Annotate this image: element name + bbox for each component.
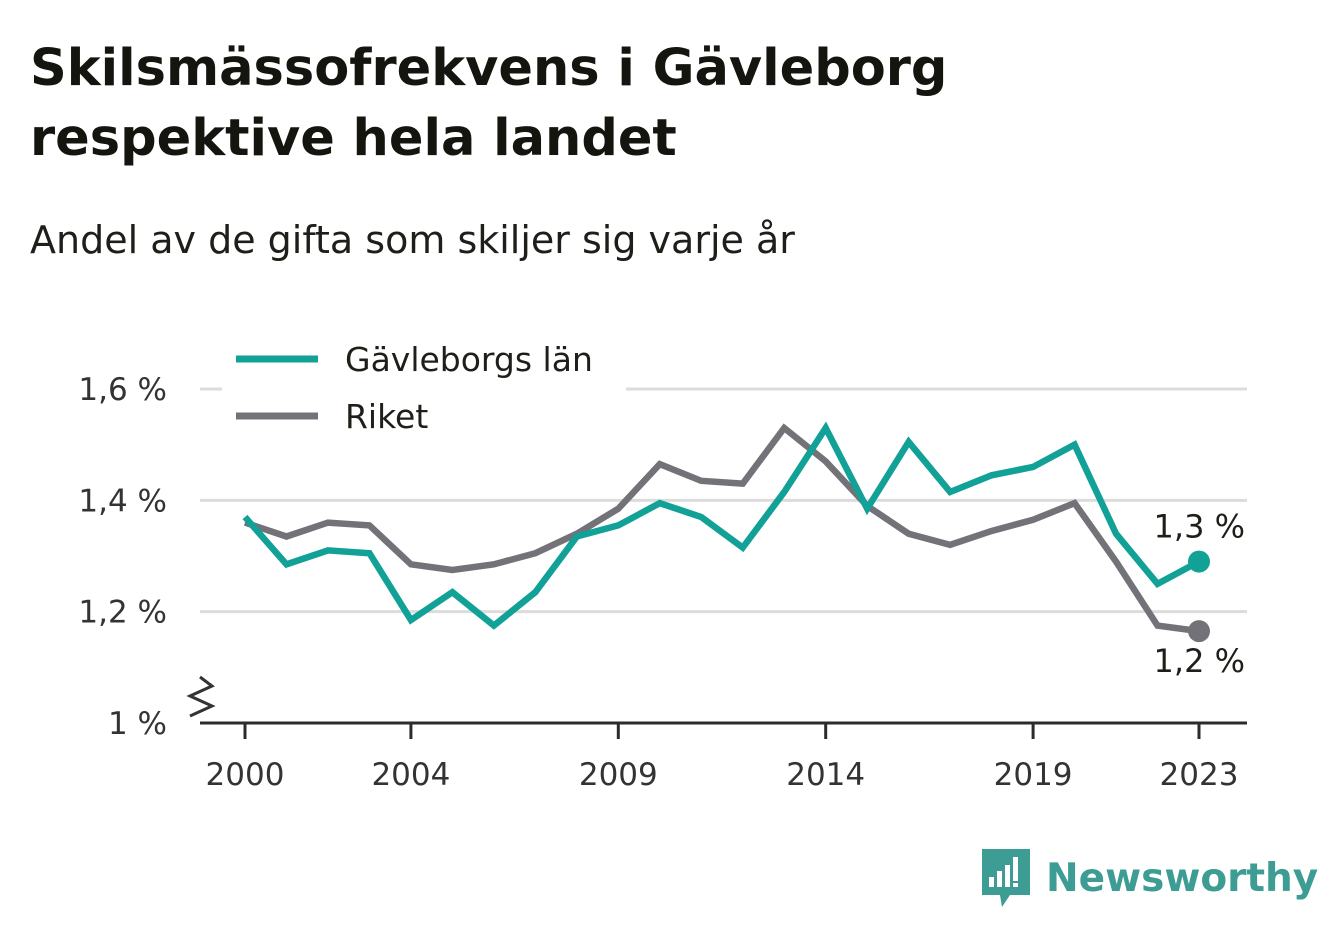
x-tick-label: 2004 [371,757,450,793]
x-tick-label: 2019 [994,757,1073,793]
y-tick-label: 1 % [108,706,167,742]
end-value-label: 1,2 % [1154,642,1245,680]
x-tick-label: 2014 [786,757,865,793]
brand-name: Newsworthy [1046,855,1319,901]
x-tick-label: 2000 [206,757,285,793]
y-tick-label: 1,2 % [78,595,167,631]
chart-title: Skilsmässofrekvens i Gävleborg respektiv… [30,39,948,168]
legend-label: Gävleborgs län [345,340,593,379]
x-tick-label: 2023 [1160,757,1239,793]
end-point-marker [1188,550,1210,573]
brand-logo: Newsworthy [980,848,1318,908]
bar-chart-speech-bubble-icon [982,849,1030,907]
series-lines: 1,3 % 1,2 % [242,421,1245,680]
end-value-label: 1,3 % [1154,508,1245,546]
legend: Gävleborgs län Riket [222,337,626,449]
end-point-marker [1188,620,1210,643]
series-line [242,421,1201,630]
axis-break-icon [186,675,216,718]
legend-label: Riket [345,397,428,436]
series-line [243,423,1200,635]
chart-subtitle: Andel av de gifta som skiljer sig varje … [30,218,795,262]
x-tick-label: 2009 [579,757,658,793]
y-tick-label: 1,6 % [78,372,167,408]
y-tick-label: 1,4 % [78,483,167,519]
axes: 1 % 1,2 % 1,4 % 1,6 % 2000 2004 2009 2014 2019 20… [78,372,1247,793]
